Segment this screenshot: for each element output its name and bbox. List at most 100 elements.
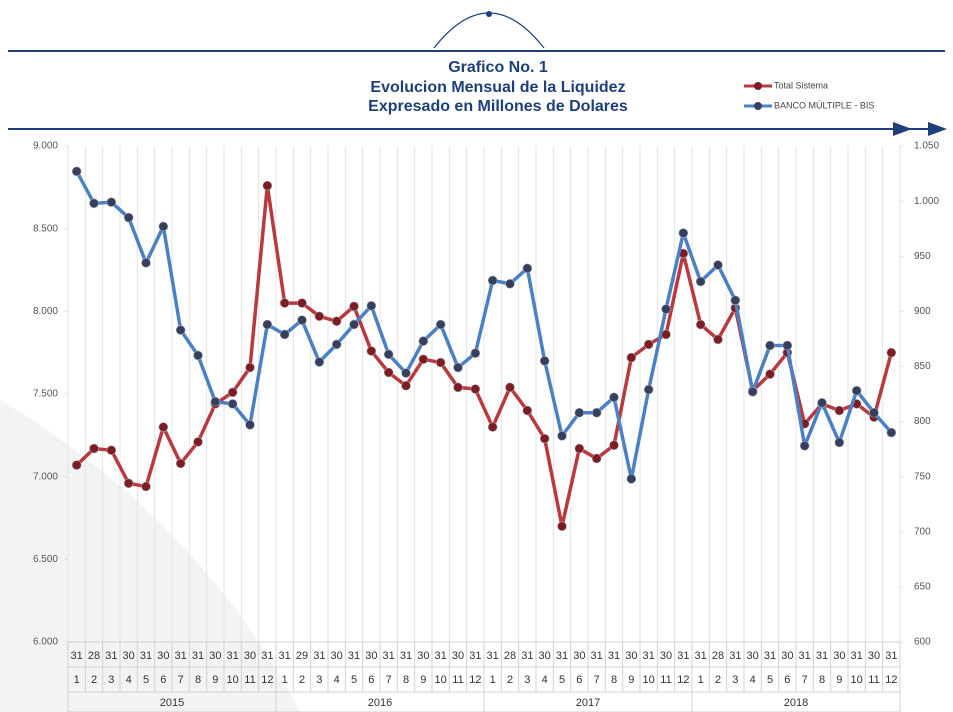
x-day-label: 31: [313, 650, 325, 662]
point: [695, 276, 706, 287]
x-day-label: 31: [140, 650, 152, 662]
x-tick-label: 1: [490, 674, 496, 686]
legend-marker: [754, 102, 762, 110]
x-year-label: 2015: [160, 697, 184, 709]
point: [453, 362, 463, 373]
point: [106, 445, 117, 456]
y2-tick-label: 850: [914, 361, 931, 372]
x-day-label: 28: [88, 650, 100, 662]
point: [626, 352, 637, 363]
x-day-label: 31: [435, 650, 447, 662]
point: [71, 460, 82, 470]
y2-tick-label: 600: [914, 637, 931, 648]
y2-tick-label: 750: [914, 471, 931, 482]
x-tick-label: 4: [334, 674, 340, 686]
point: [713, 334, 723, 345]
background-shape: [0, 400, 300, 712]
point: [158, 422, 169, 432]
chart-title: Expresado en Millones de Dolares: [368, 98, 628, 115]
point: [591, 407, 602, 418]
chart-title: Evolucion Mensual de la Liquidez: [370, 79, 625, 96]
point: [349, 319, 359, 330]
x-day-label: 31: [591, 650, 603, 662]
point: [141, 258, 151, 268]
point: [470, 384, 481, 394]
x-tick-label: 10: [435, 674, 447, 686]
point: [557, 521, 567, 532]
x-tick-label: 6: [160, 674, 166, 686]
x-tick-label: 5: [559, 674, 565, 686]
point: [349, 301, 359, 312]
point: [730, 295, 741, 306]
y-tick-label: 8.500: [33, 223, 58, 234]
x-day-label: 31: [799, 650, 811, 662]
x-tick-label: 4: [542, 674, 548, 686]
x-tick-label: 2: [299, 674, 305, 686]
x-tick-label: 5: [143, 674, 149, 686]
x-day-label: 31: [261, 650, 273, 662]
y-tick-label: 7.000: [33, 471, 58, 482]
legend-label: BANCO MÚLTIPLE - BIS: [774, 100, 874, 110]
x-day-label: 31: [71, 650, 83, 662]
x-day-label: 31: [885, 650, 897, 662]
x-day-label: 31: [643, 650, 655, 662]
y-tick-label: 6.500: [33, 554, 58, 565]
point: [695, 319, 706, 330]
point: [175, 325, 186, 335]
x-tick-label: 12: [469, 674, 481, 686]
point: [89, 443, 99, 454]
y2-tick-label: 700: [914, 526, 931, 537]
point: [765, 340, 775, 351]
point: [470, 348, 481, 359]
point: [591, 453, 602, 464]
x-day-label: 31: [695, 650, 707, 662]
x-day-label: 30: [573, 650, 585, 662]
x-day-label: 31: [192, 650, 204, 662]
y-tick-label: 8.000: [33, 306, 58, 317]
x-tick-label: 2: [507, 674, 513, 686]
x-tick-label: 8: [195, 674, 201, 686]
x-day-label: 30: [417, 650, 429, 662]
point: [210, 396, 221, 407]
point: [747, 386, 758, 397]
x-tick-label: 7: [594, 674, 600, 686]
x-tick-label: 6: [576, 674, 582, 686]
point: [609, 440, 619, 451]
x-day-label: 28: [504, 650, 516, 662]
x-tick-label: 1: [698, 674, 704, 686]
x-tick-label: 9: [836, 674, 842, 686]
point: [418, 336, 429, 346]
x-tick-label: 9: [212, 674, 218, 686]
point: [487, 422, 498, 432]
legend-label: Total Sistema: [774, 80, 828, 90]
x-day-label: 31: [764, 650, 776, 662]
x-day-label: 30: [365, 650, 377, 662]
x-tick-label: 11: [868, 674, 879, 686]
point: [158, 221, 169, 232]
point: [383, 349, 394, 360]
point: [574, 443, 585, 454]
point: [557, 431, 567, 441]
x-day-label: 30: [868, 650, 880, 662]
x-tick-label: 12: [885, 674, 897, 686]
point: [678, 228, 689, 238]
point: [123, 478, 134, 489]
x-tick-label: 5: [767, 674, 773, 686]
x-day-label: 31: [227, 650, 239, 662]
point: [643, 384, 654, 395]
point: [314, 311, 325, 322]
point: [539, 356, 550, 366]
x-tick-label: 4: [750, 674, 756, 686]
point: [505, 382, 515, 393]
x-tick-label: 3: [108, 674, 114, 686]
series-line: [75, 170, 893, 481]
x-day-label: 29: [296, 650, 308, 662]
x-tick-label: 11: [452, 674, 463, 686]
x-tick-label: 10: [643, 674, 655, 686]
x-day-label: 30: [625, 650, 637, 662]
point: [141, 481, 151, 492]
point: [713, 260, 723, 270]
x-day-label: 31: [469, 650, 481, 662]
point: [123, 212, 134, 223]
